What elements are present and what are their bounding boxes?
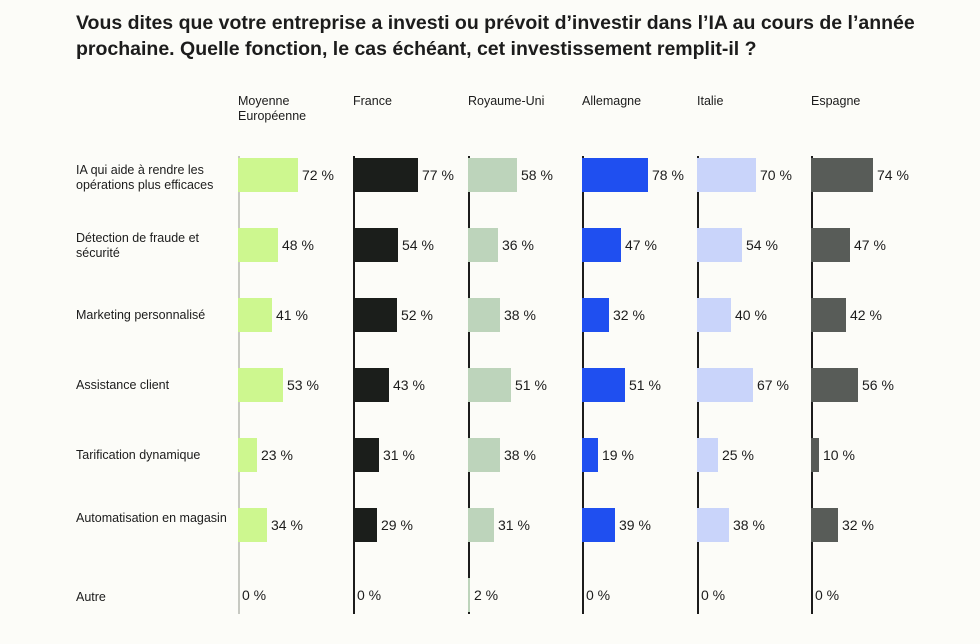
bar-italie-4 <box>697 368 753 402</box>
bar-france-6 <box>353 508 377 542</box>
bar-france-1 <box>353 158 418 192</box>
value-label: 0 % <box>586 587 611 603</box>
value-label: 31 % <box>383 447 415 463</box>
bar-royaume-uni-3 <box>468 298 500 332</box>
bar-allemagne-6 <box>582 508 615 542</box>
value-label: 51 % <box>515 377 547 393</box>
value-label: 54 % <box>746 237 778 253</box>
bar-italie-2 <box>697 228 742 262</box>
value-label: 72 % <box>302 167 334 183</box>
value-label: 32 % <box>842 517 874 533</box>
bar-espagne-2 <box>811 228 850 262</box>
bar-espagne-5 <box>811 438 819 472</box>
category-label-ia-qui-aide-a-rendre-les-opera: IA qui aide à rendre les opérations plus… <box>76 163 214 192</box>
category-label-marketing-personnalise: Marketing personnalisé <box>76 308 206 322</box>
value-label: 47 % <box>625 237 657 253</box>
value-label: 23 % <box>261 447 293 463</box>
category-label-tarification-dynamique: Tarification dynamique <box>76 448 201 462</box>
value-label: 47 % <box>854 237 886 253</box>
value-label: 39 % <box>619 517 651 533</box>
bar-moyenne-europeenne-5 <box>238 438 257 472</box>
bar-france-2 <box>353 228 398 262</box>
bar-royaume-uni-6 <box>468 508 494 542</box>
bar-moyenne-europeenne-6 <box>238 508 267 542</box>
bar-allemagne-1 <box>582 158 648 192</box>
bar-italie-3 <box>697 298 731 332</box>
value-label: 38 % <box>504 307 536 323</box>
value-label: 0 % <box>242 587 267 603</box>
value-label: 74 % <box>877 167 909 183</box>
bar-moyenne-europeenne-1 <box>238 158 298 192</box>
category-label-autre: Autre <box>76 590 106 604</box>
value-label: 58 % <box>521 167 553 183</box>
category-label-automatisation-en-magasin: Automatisation en magasin <box>76 511 227 525</box>
value-label: 42 % <box>850 307 882 323</box>
series-header-royaume-uni: Royaume-Uni <box>468 94 545 108</box>
bar-royaume-uni-1 <box>468 158 517 192</box>
bar-royaume-uni-5 <box>468 438 500 472</box>
bar-italie-6 <box>697 508 729 542</box>
series-header-moyenne-europeenne: Moyenne Européenne <box>238 94 307 123</box>
series-header-espagne: Espagne <box>811 94 861 108</box>
bar-royaume-uni-2 <box>468 228 498 262</box>
bar-allemagne-2 <box>582 228 621 262</box>
value-label: 38 % <box>733 517 765 533</box>
bar-allemagne-3 <box>582 298 609 332</box>
value-label: 53 % <box>287 377 319 393</box>
bar-france-4 <box>353 368 389 402</box>
bar-france-3 <box>353 298 397 332</box>
value-label: 70 % <box>760 167 792 183</box>
category-label-detection-de-fraude-et-securit: Détection de fraude et sécurité <box>76 231 199 260</box>
value-label: 77 % <box>422 167 454 183</box>
category-label-assistance-client: Assistance client <box>76 378 170 392</box>
value-label: 56 % <box>862 377 894 393</box>
bar-moyenne-europeenne-2 <box>238 228 278 262</box>
value-label: 29 % <box>381 517 413 533</box>
bar-espagne-1 <box>811 158 873 192</box>
value-label: 0 % <box>357 587 382 603</box>
value-label: 2 % <box>474 587 499 603</box>
value-label: 48 % <box>282 237 314 253</box>
value-label: 40 % <box>735 307 767 323</box>
bar-allemagne-5 <box>582 438 598 472</box>
bar-royaume-uni-4 <box>468 368 511 402</box>
series-header-allemagne: Allemagne <box>582 94 642 108</box>
value-label: 36 % <box>502 237 534 253</box>
bar-espagne-4 <box>811 368 858 402</box>
value-label: 0 % <box>701 587 726 603</box>
value-label: 10 % <box>823 447 855 463</box>
bar-espagne-3 <box>811 298 846 332</box>
value-label: 51 % <box>629 377 661 393</box>
bar-moyenne-europeenne-3 <box>238 298 272 332</box>
bar-italie-5 <box>697 438 718 472</box>
value-label: 0 % <box>815 587 840 603</box>
value-label: 34 % <box>271 517 303 533</box>
chart-title: Vous dites que votre entreprise a invest… <box>76 12 915 60</box>
series-header-italie: Italie <box>697 94 724 108</box>
value-label: 32 % <box>613 307 645 323</box>
value-label: 38 % <box>504 447 536 463</box>
value-label: 54 % <box>402 237 434 253</box>
bar-moyenne-europeenne-4 <box>238 368 283 402</box>
value-label: 67 % <box>757 377 789 393</box>
bar-italie-1 <box>697 158 756 192</box>
bar-royaume-uni-7 <box>468 578 470 612</box>
value-label: 31 % <box>498 517 530 533</box>
value-label: 78 % <box>652 167 684 183</box>
bar-france-5 <box>353 438 379 472</box>
value-label: 41 % <box>276 307 308 323</box>
bar-allemagne-4 <box>582 368 625 402</box>
value-label: 25 % <box>722 447 754 463</box>
value-label: 52 % <box>401 307 433 323</box>
value-label: 19 % <box>602 447 634 463</box>
value-label: 43 % <box>393 377 425 393</box>
series-header-france: France <box>353 94 392 108</box>
bar-espagne-6 <box>811 508 838 542</box>
